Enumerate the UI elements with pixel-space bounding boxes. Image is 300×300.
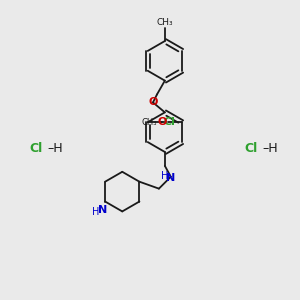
Text: Cl: Cl	[29, 142, 42, 154]
Text: N: N	[166, 173, 176, 183]
Text: O: O	[158, 117, 167, 127]
Text: H: H	[92, 208, 100, 218]
Text: Cl: Cl	[164, 117, 175, 127]
Text: Cl: Cl	[244, 142, 257, 154]
Text: N: N	[98, 206, 108, 215]
Text: O: O	[148, 98, 158, 107]
Text: CH₃: CH₃	[157, 18, 173, 27]
Text: H: H	[161, 171, 169, 181]
Text: –H: –H	[47, 142, 63, 154]
Text: CH₃: CH₃	[142, 118, 157, 127]
Text: –H: –H	[262, 142, 278, 154]
